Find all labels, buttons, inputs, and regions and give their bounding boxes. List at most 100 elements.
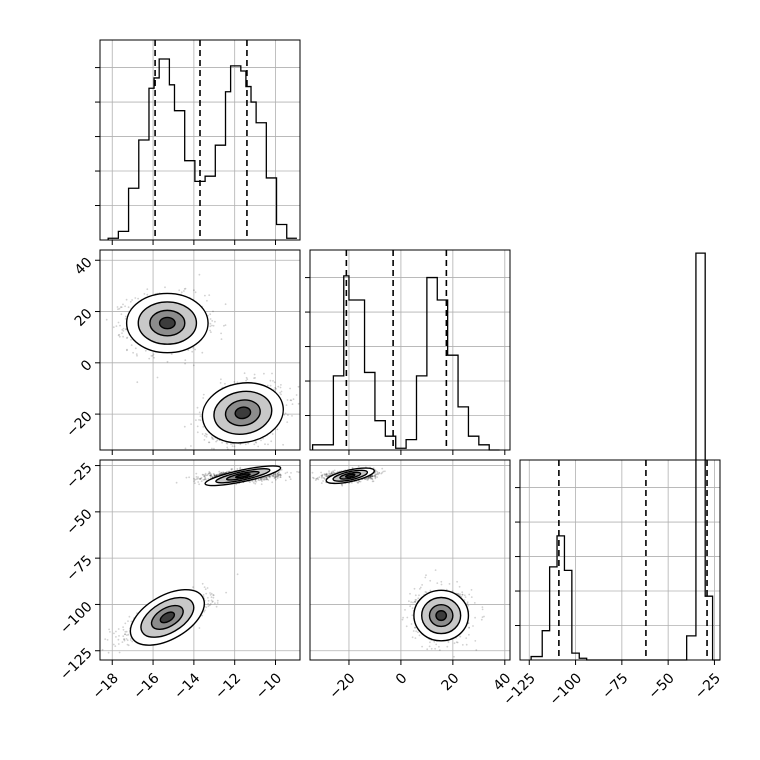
scatter-frame-p20 xyxy=(99,459,301,661)
scatter-point xyxy=(203,475,206,478)
scatter-point xyxy=(320,482,323,484)
scatter-point xyxy=(190,423,193,425)
scatter-point xyxy=(328,474,331,477)
scatter-point xyxy=(228,470,231,473)
scatter-point xyxy=(211,447,213,450)
scatter-point xyxy=(209,474,212,477)
scatter-point xyxy=(126,349,128,352)
scatter-point xyxy=(115,325,118,327)
scatter-point xyxy=(261,478,263,480)
scatter-point xyxy=(201,614,204,617)
scatter-point xyxy=(297,471,300,474)
scatter-point xyxy=(207,441,210,444)
scatter-point xyxy=(331,472,334,475)
hist-panel-1 xyxy=(305,249,511,455)
scatter-point xyxy=(117,334,120,337)
scatter-point xyxy=(253,443,256,446)
scatter-point xyxy=(126,643,129,646)
scatter-point xyxy=(221,441,224,444)
scatter-point xyxy=(107,651,110,654)
scatter-point xyxy=(199,419,202,422)
scatter-point xyxy=(255,480,258,483)
scatter-point xyxy=(239,443,242,446)
scatter-point xyxy=(214,475,216,477)
scatter-point xyxy=(122,626,124,628)
scatter-point xyxy=(209,472,211,475)
scatter-point xyxy=(245,379,248,382)
scatter-point xyxy=(164,286,166,289)
scatter-point xyxy=(282,443,284,446)
scatter-point xyxy=(274,474,277,476)
scatter-point xyxy=(286,399,289,401)
scatter-point xyxy=(207,478,210,480)
scatter-point xyxy=(105,318,108,321)
scatter-point xyxy=(266,384,269,387)
scatter-point xyxy=(252,481,255,484)
scatter-point xyxy=(227,470,230,473)
scatter-point xyxy=(266,475,269,478)
scatter-point xyxy=(206,587,209,589)
scatter-point xyxy=(126,348,128,351)
scatter-point xyxy=(113,632,115,635)
scatter-point xyxy=(373,474,376,477)
scatter-point xyxy=(216,473,219,476)
scatter-point xyxy=(194,482,196,485)
scatter-point xyxy=(220,338,223,340)
scatter-point xyxy=(131,299,134,301)
scatter-point xyxy=(320,471,322,474)
scatter-point xyxy=(277,472,279,475)
scatter-point xyxy=(116,306,119,308)
scatter-point xyxy=(121,641,124,643)
scatter-point xyxy=(200,480,203,483)
scatter-point xyxy=(126,337,128,339)
scatter-point xyxy=(202,393,205,396)
scatter-point xyxy=(216,439,219,442)
scatter-point xyxy=(121,332,123,334)
scatter-point xyxy=(220,471,223,474)
scatter-point xyxy=(208,470,211,473)
scatter-point xyxy=(122,628,125,631)
scatter-point xyxy=(368,477,370,479)
contour-level-3 xyxy=(234,473,251,479)
scatter-point xyxy=(210,599,213,602)
scatter-point xyxy=(209,592,211,594)
scatter-point xyxy=(112,643,115,646)
scatter-point xyxy=(275,387,277,390)
scatter-point xyxy=(273,473,276,475)
histogram-step-1 xyxy=(311,275,500,451)
scatter-point xyxy=(188,476,191,479)
scatter-point xyxy=(236,573,239,576)
scatter-point xyxy=(204,476,207,478)
scatter-point xyxy=(201,351,204,354)
scatter-point xyxy=(196,431,199,434)
scatter-point xyxy=(289,399,292,402)
scatter-point xyxy=(196,425,199,428)
scatter-point xyxy=(210,473,213,475)
scatter-point xyxy=(212,600,214,603)
scatter-point xyxy=(209,474,211,477)
scatter-point xyxy=(213,473,216,476)
scatter-point xyxy=(156,376,159,379)
scatter-point xyxy=(122,327,125,330)
scatter-point xyxy=(197,481,200,483)
scatter-point xyxy=(267,479,270,481)
hist-frame-1 xyxy=(309,249,511,451)
scatter-point xyxy=(199,478,202,480)
scatter-point xyxy=(213,447,215,450)
scatter-point xyxy=(211,437,214,440)
scatter-point xyxy=(195,478,198,481)
scatter-point xyxy=(230,468,233,471)
scatter-point xyxy=(195,476,198,478)
scatter-point xyxy=(124,633,126,636)
scatter-point xyxy=(125,298,128,301)
scatter-point xyxy=(251,480,254,483)
scatter-point xyxy=(244,443,247,446)
scatter-point xyxy=(134,297,137,299)
scatter-point xyxy=(274,476,276,479)
scatter-point xyxy=(253,373,256,376)
scatter-point xyxy=(364,477,367,480)
scatter-point xyxy=(207,605,210,608)
scatter-point xyxy=(290,399,293,402)
scatter-point xyxy=(249,481,251,483)
scatter-point xyxy=(210,596,213,599)
